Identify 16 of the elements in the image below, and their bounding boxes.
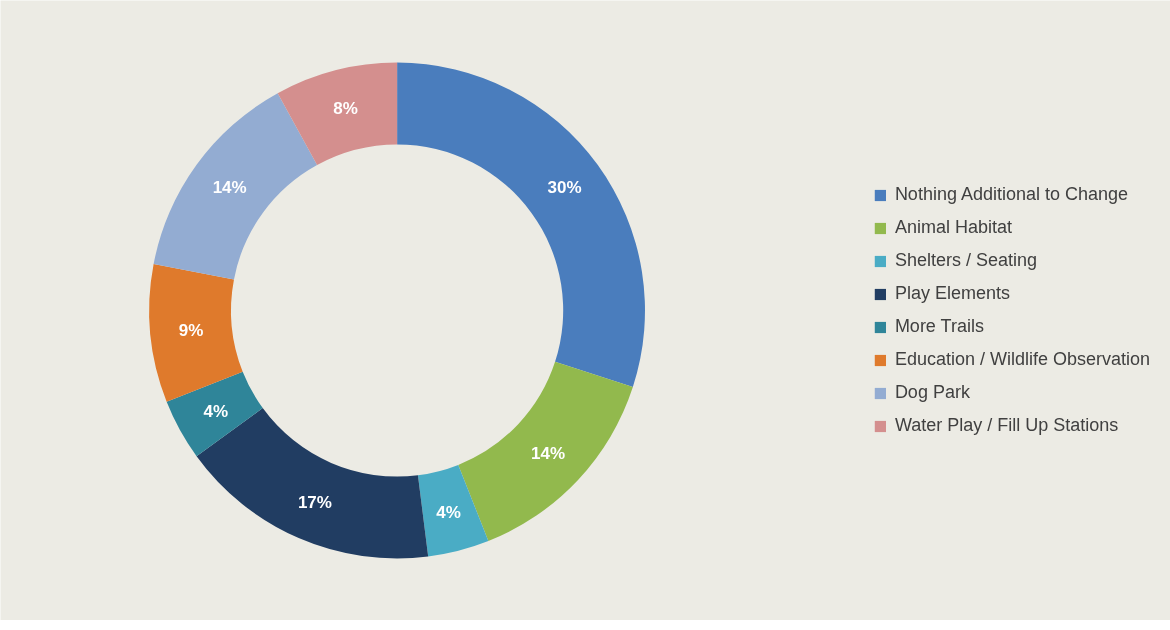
legend-label: Animal Habitat (894, 217, 1012, 238)
data-label: 9% (178, 320, 204, 340)
legend-label: Play Elements (894, 283, 1010, 304)
data-label: 14% (530, 443, 566, 463)
data-label: 30% (547, 178, 582, 198)
data-label: 8% (333, 98, 358, 118)
legend-label: Nothing Additional to Change (894, 184, 1129, 205)
legend-label: Water Play / Fill Up Stations (894, 415, 1119, 436)
legend-label: Shelters / Seating (894, 250, 1037, 271)
data-label: 4% (436, 503, 461, 523)
data-label: 4% (203, 401, 229, 421)
legend-label: Dog Park (894, 382, 970, 403)
data-label: 14% (212, 178, 247, 198)
data-label: 17% (297, 492, 332, 512)
legend-label: More Trails (894, 316, 984, 337)
legend-label: Education / Wildlife Observation (894, 349, 1150, 370)
